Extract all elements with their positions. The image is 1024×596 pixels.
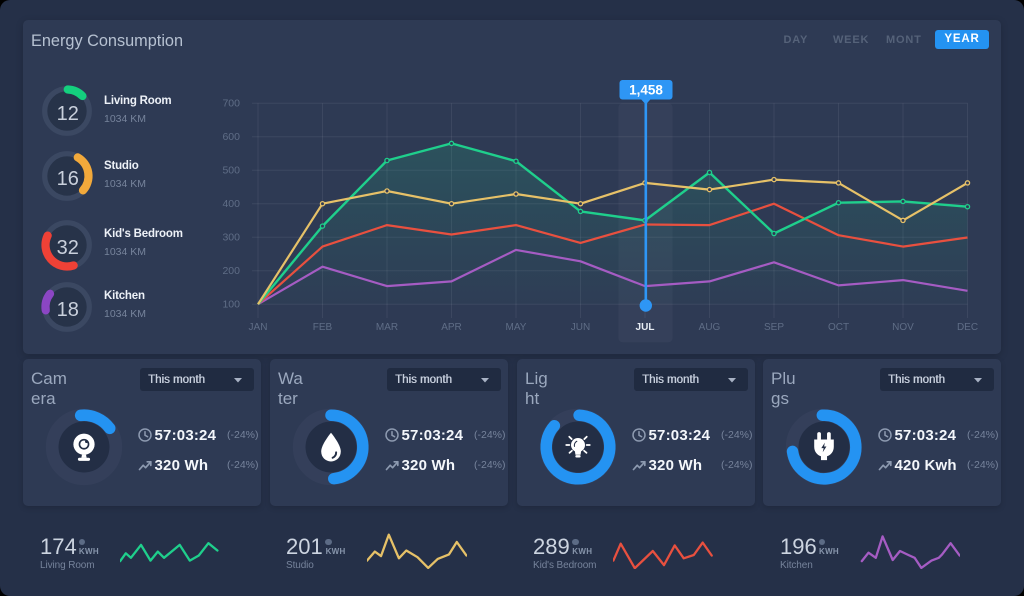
svg-text:MAR: MAR: [376, 322, 398, 333]
svg-text:SEP: SEP: [764, 322, 784, 333]
svg-text:JUL: JUL: [636, 322, 655, 333]
svg-text:300: 300: [222, 232, 240, 244]
svg-text:DEC: DEC: [957, 322, 978, 333]
svg-text:100: 100: [222, 299, 240, 311]
svg-text:NOV: NOV: [892, 322, 914, 333]
svg-text:32: 32: [57, 237, 79, 259]
svg-text:200: 200: [222, 265, 240, 277]
svg-text:16: 16: [57, 168, 79, 190]
svg-text:AUG: AUG: [699, 322, 721, 333]
svg-text:700: 700: [222, 98, 240, 110]
svg-text:18: 18: [57, 299, 79, 321]
svg-text:500: 500: [222, 165, 240, 177]
svg-text:FEB: FEB: [313, 322, 333, 333]
svg-text:1,458: 1,458: [629, 83, 663, 98]
svg-text:400: 400: [222, 198, 240, 210]
svg-text:12: 12: [57, 103, 79, 125]
svg-text:JAN: JAN: [249, 322, 268, 333]
svg-text:OCT: OCT: [828, 322, 849, 333]
svg-text:600: 600: [222, 131, 240, 143]
svg-text:APR: APR: [441, 322, 462, 333]
svg-text:JUN: JUN: [571, 322, 590, 333]
svg-text:MAY: MAY: [506, 322, 527, 333]
